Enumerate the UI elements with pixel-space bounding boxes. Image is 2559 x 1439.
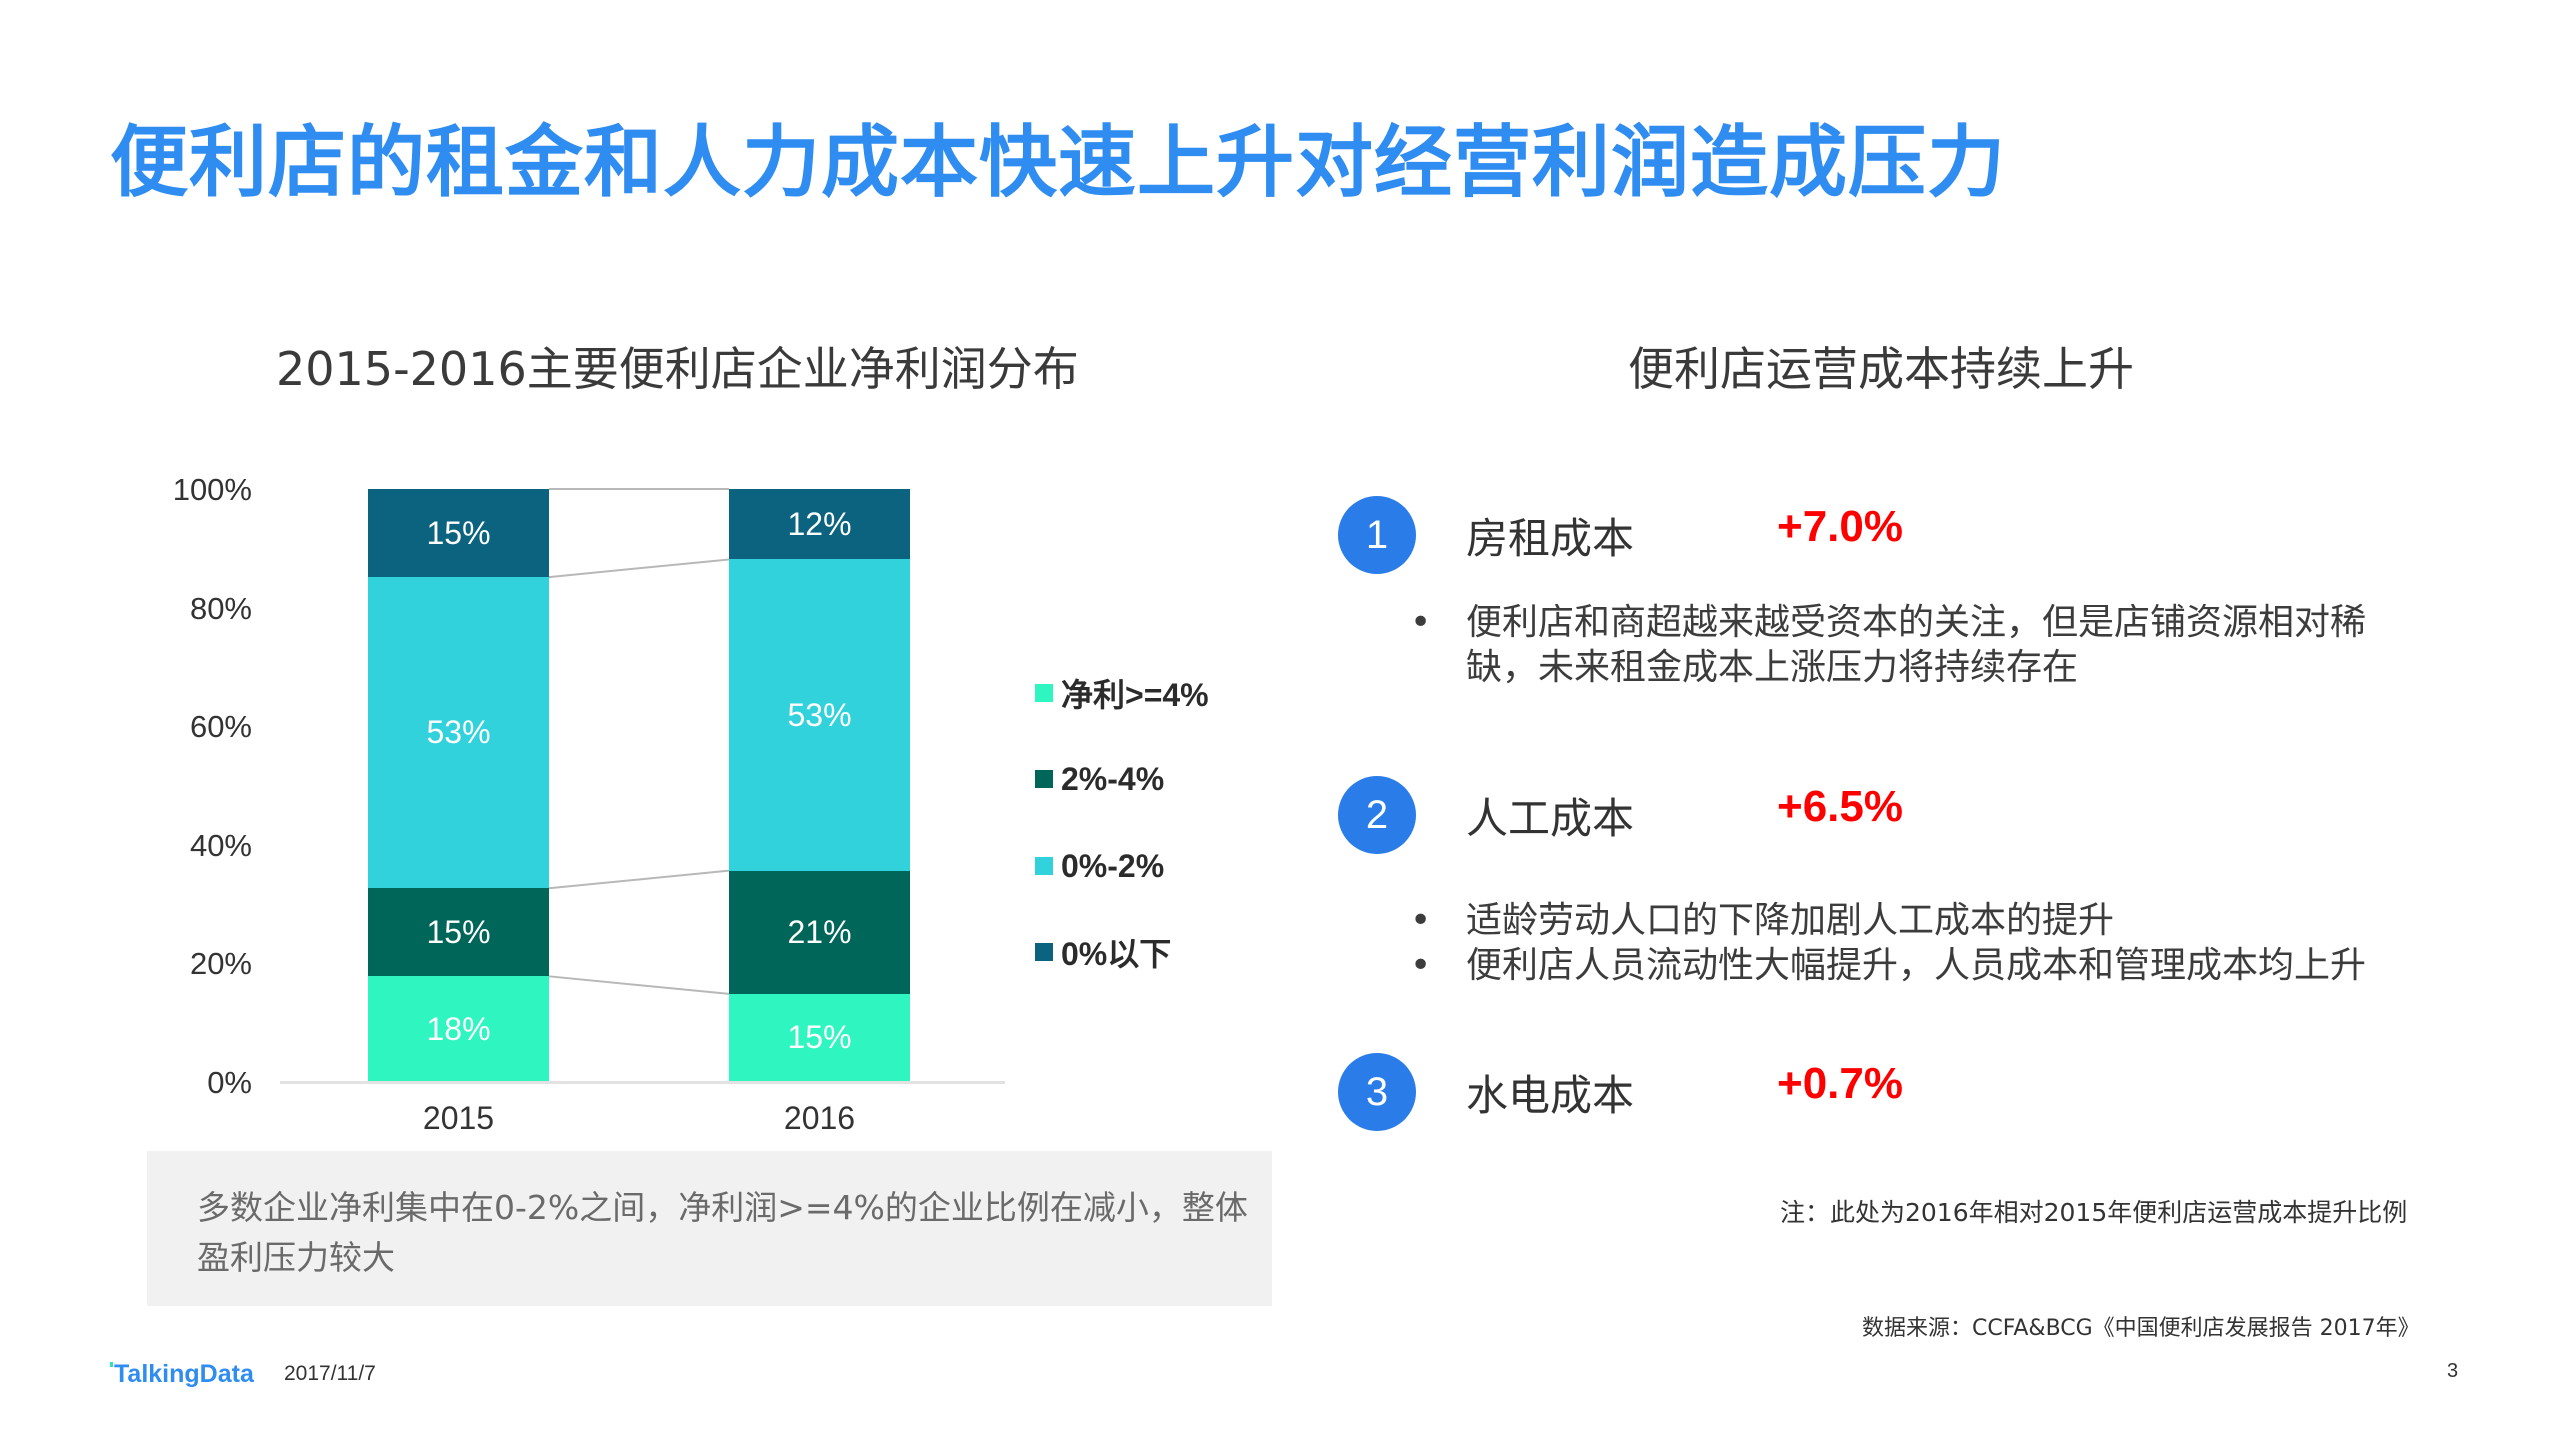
legend-item: 净利>=4% [1035, 673, 1209, 713]
cost-label: 人工成本 [1466, 794, 1635, 843]
bullet-item: • 便利店人员流动性大幅提升，人员成本和管理成本均上升 [1410, 943, 2366, 988]
legend-swatch [1035, 857, 1053, 875]
bar-segment: 18% [368, 976, 549, 1082]
bullet-text: 便利店和商超越来越受资本的关注，但是店铺资源相对稀 [1466, 602, 2367, 643]
bar-segment: 15% [729, 993, 910, 1082]
legend-label: 0%以下 [1061, 936, 1172, 972]
logo-text: TalkingData [114, 1360, 254, 1388]
insight-note-box: 多数企业净利集中在0-2%之间，净利润>=4%的企业比例在减小，整体盈利压力较大 [147, 1151, 1272, 1306]
bullet-icon: • [1410, 945, 1432, 986]
cost-value: +0.7% [1777, 1059, 1903, 1108]
x-category-label: 2015 [422, 1100, 495, 1136]
chart-title: 2015-2016主要便利店企业净利润分布 [276, 342, 1079, 396]
number-badge: 3 [1338, 1053, 1416, 1131]
legend-label: 0%-2% [1061, 847, 1165, 884]
x-category-label: 2016 [783, 1100, 856, 1136]
bar-segment: 53% [368, 577, 549, 889]
y-tick: 100% [172, 472, 252, 507]
legend-swatch [1035, 684, 1053, 702]
legend-item: 2%-4% [1035, 759, 1164, 799]
y-tick: 80% [189, 591, 252, 626]
legend-label: 2%-4% [1061, 760, 1165, 797]
bar-segment: 15% [368, 888, 549, 977]
bullet-icon: • [1410, 602, 1432, 643]
x-axis-line [280, 1081, 1005, 1084]
bar-segment: 53% [729, 559, 910, 871]
cost-section-title: 便利店运营成本持续上升 [1628, 342, 2134, 396]
legend-swatch [1035, 943, 1053, 961]
bullet-spacer [1410, 645, 1466, 690]
bullet-continuation: 缺，未来租金成本上涨压力将持续存在 [1410, 645, 2078, 690]
bullet-item: • 便利店和商超越来越受资本的关注，但是店铺资源相对稀 [1410, 600, 2366, 645]
logo-mark-icon [110, 1362, 113, 1367]
number-badge: 1 [1338, 496, 1416, 574]
number-badge: 2 [1338, 776, 1416, 854]
y-tick: 20% [189, 946, 252, 981]
y-tick: 60% [189, 709, 252, 744]
cost-label: 水电成本 [1466, 1071, 1635, 1120]
bar-2016: 15% 21% 53% 12% [729, 489, 910, 1082]
page-title: 便利店的租金和人力成本快速上升对经营利润造成压力 [110, 118, 2007, 208]
legend-item: 0%以下 [1035, 932, 1171, 972]
bullet-text: 便利店人员流动性大幅提升，人员成本和管理成本均上升 [1466, 945, 2367, 986]
bar-2015: 18% 15% 53% 15% [368, 489, 549, 1082]
talkingdata-logo: TalkingData [110, 1360, 254, 1389]
y-tick: 40% [189, 828, 252, 863]
legend-label: 净利>=4% [1061, 677, 1209, 713]
cost-value: +7.0% [1777, 502, 1903, 551]
y-tick: 0% [207, 1065, 252, 1100]
bar-segment: 12% [729, 489, 910, 560]
cost-label: 房租成本 [1466, 514, 1635, 563]
footer-date: 2017/11/7 [284, 1362, 376, 1385]
legend-swatch [1035, 770, 1053, 788]
bullet-text: 缺，未来租金成本上涨压力将持续存在 [1466, 647, 2079, 688]
page-number: 3 [2447, 1360, 2459, 1382]
bullet-item: • 适龄劳动人口的下降加剧人工成本的提升 [1410, 898, 2114, 943]
bar-segment: 15% [368, 489, 549, 578]
insight-note-text: 多数企业净利集中在0-2%之间，净利润>=4%的企业比例在减小，整体盈利压力较大 [197, 1188, 1248, 1277]
bullet-text: 适龄劳动人口的下降加剧人工成本的提升 [1466, 900, 2115, 941]
bar-segment: 21% [729, 870, 910, 994]
cost-value: +6.5% [1777, 782, 1903, 831]
legend-item: 0%-2% [1035, 846, 1164, 886]
data-source: 数据来源：CCFA&BCG《中国便利店发展报告 2017年》 [1862, 1316, 2420, 1341]
footnote: 注：此处为2016年相对2015年便利店运营成本提升比例 [1780, 1198, 2408, 1227]
bullet-icon: • [1410, 900, 1432, 941]
